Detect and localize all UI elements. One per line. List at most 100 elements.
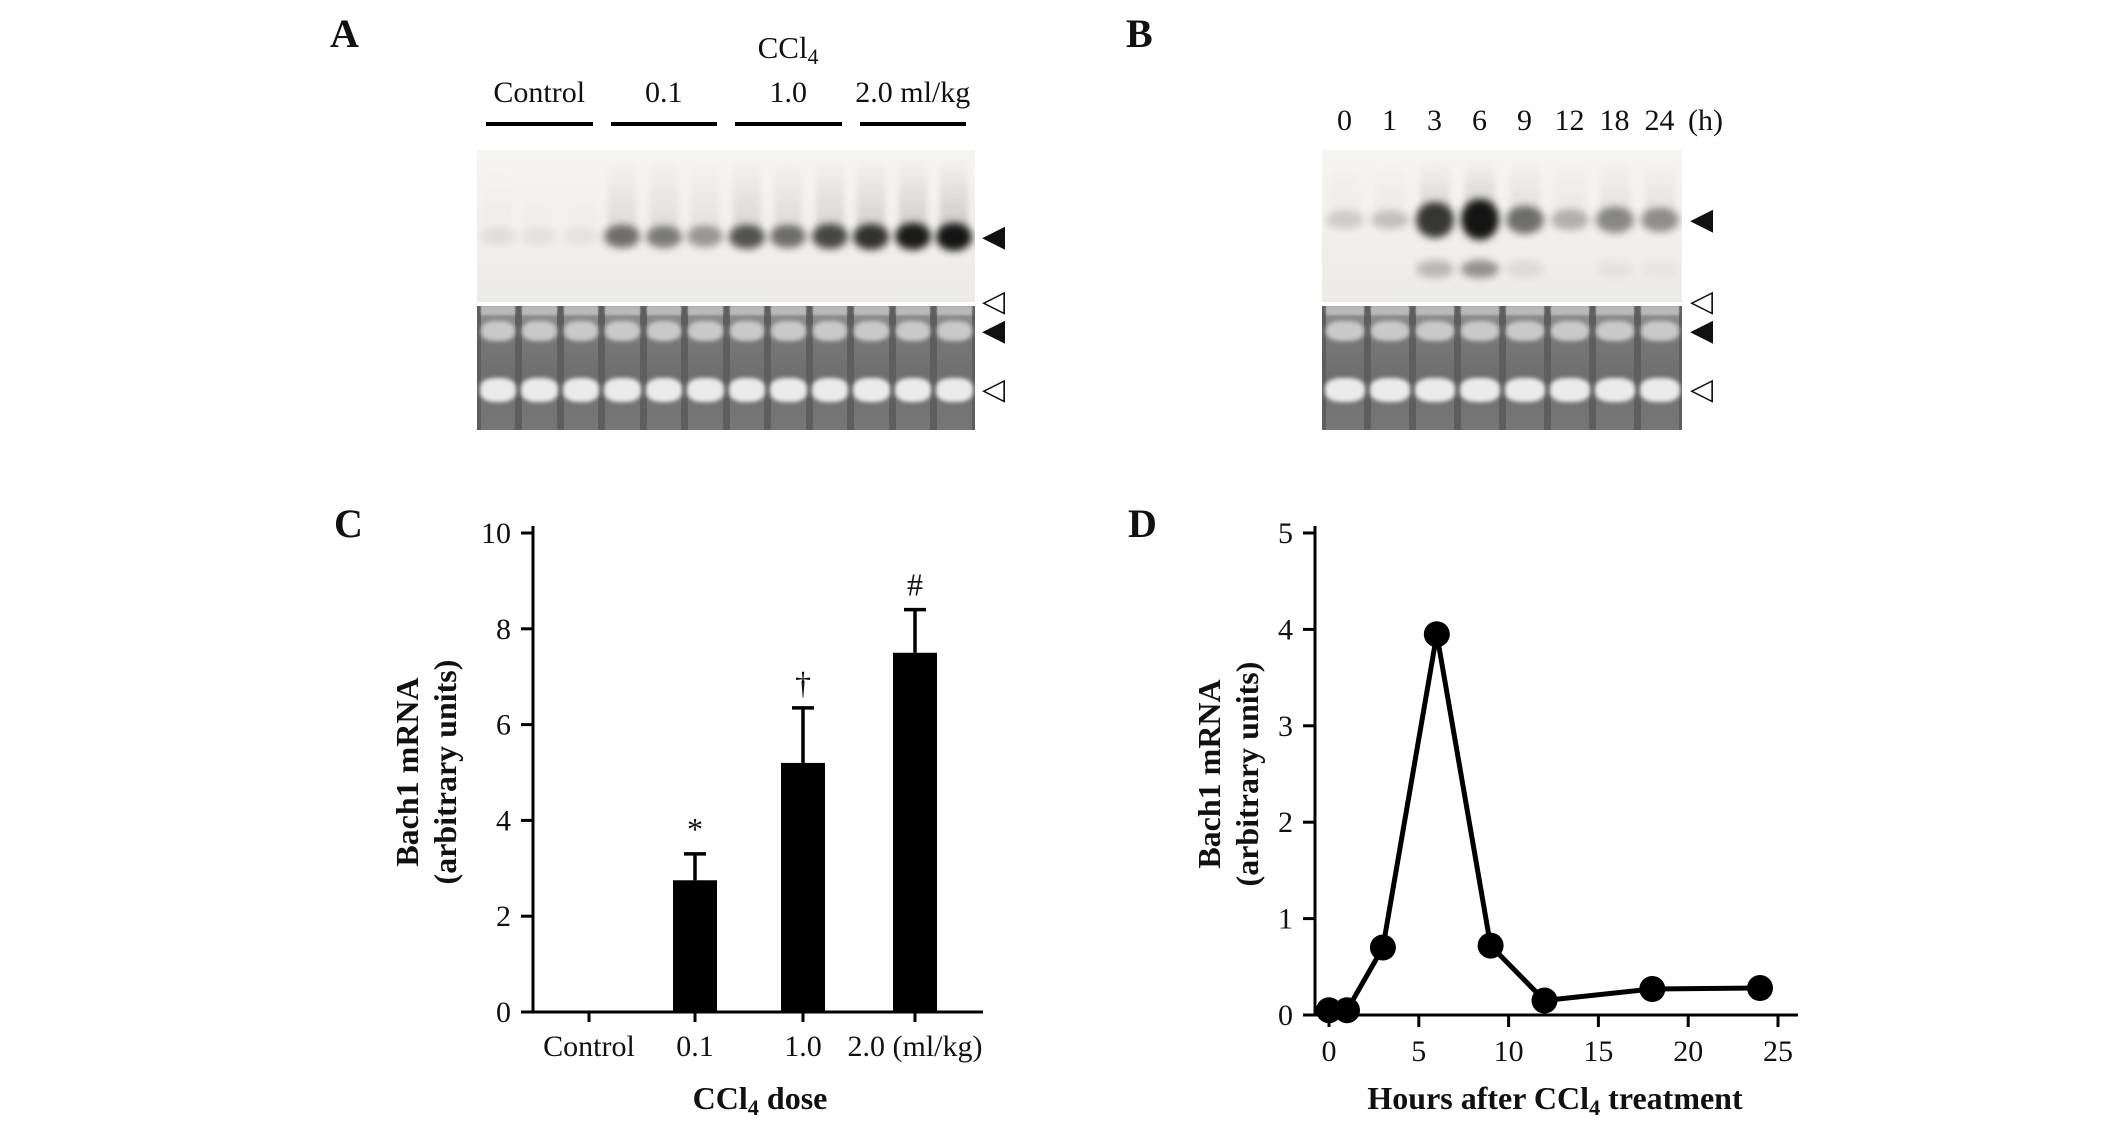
panel-d-line-chart: 0 1 2 3 4 5 0 5 10 15 20 25 (1278, 517, 1798, 1068)
bar (893, 652, 937, 1012)
gel-lane (479, 306, 516, 430)
panel-a-label: A (330, 11, 359, 56)
panel-a-open-arrowhead-icon: ◁ (982, 284, 1006, 319)
blot-lane (1460, 150, 1499, 302)
time-label: 6 (1472, 104, 1487, 137)
data-point (1747, 975, 1773, 1001)
gel-18s-band (645, 378, 682, 403)
gel-18s-band (479, 378, 516, 403)
blot-band (521, 228, 558, 245)
y-tick-label: 3 (1278, 710, 1293, 743)
panel-a-northern-blot (477, 150, 975, 302)
blot-band (604, 225, 641, 248)
blot-lane (1595, 150, 1634, 302)
gel-18s-band (1594, 378, 1635, 403)
dose-group-label: 1.0 (769, 76, 808, 109)
gel-18s-band (1549, 378, 1590, 403)
panel-b-18s-open-arrowhead-icon: ◁ (1690, 372, 1714, 407)
gel-lane (1639, 306, 1680, 430)
y-tick-label: 2 (1278, 806, 1293, 839)
gel-28s-band (937, 320, 972, 341)
gel-18s-band (1414, 378, 1455, 403)
gel-18s-band (1639, 378, 1680, 403)
blot-band (1640, 207, 1679, 233)
x-category-label: Control (543, 1030, 635, 1063)
blot-lane (645, 150, 682, 302)
gel-well-band (688, 306, 723, 315)
time-label: 24 (1644, 104, 1675, 137)
gel-lane (853, 306, 890, 430)
blot-lane (1415, 150, 1454, 302)
blot-lane (1370, 150, 1409, 302)
gel-18s-band (936, 378, 973, 403)
blot-smear (1644, 158, 1675, 216)
gel-lane (645, 306, 682, 430)
blot-secondary-band (1595, 259, 1634, 278)
y-tick-label: 0 (1278, 999, 1293, 1032)
blot-smear (525, 158, 553, 233)
panel-b-open-arrowhead-icon: ◁ (1690, 284, 1714, 319)
blot-band (894, 223, 931, 251)
gel-lane (1414, 306, 1455, 430)
blot-band (645, 225, 682, 248)
gel-28s-band (1640, 320, 1679, 341)
blot-lane (936, 150, 973, 302)
blot-smear (732, 158, 761, 233)
time-label: 3 (1427, 104, 1442, 137)
panel-b-28s-filled-arrowhead-icon: ◀ (1690, 313, 1714, 348)
gel-28s-band (646, 320, 681, 341)
dose-group-label: Control (493, 76, 586, 109)
gel-lane (811, 306, 848, 430)
blot-smear (649, 158, 678, 233)
blot-band (936, 222, 973, 251)
blot-lane (811, 150, 848, 302)
blot-smear (774, 158, 803, 233)
blot-band (1370, 210, 1409, 230)
data-point (1423, 621, 1450, 648)
gel-well-band (522, 306, 557, 315)
blot-secondary-band (1505, 259, 1544, 278)
ccl4-title-text: CCl (757, 30, 808, 65)
data-point (1639, 976, 1666, 1002)
blot-band (1550, 209, 1589, 231)
gel-18s-band (894, 378, 931, 403)
dose-group-underline (735, 122, 842, 126)
gel-18s-band (770, 378, 807, 403)
blot-band (1325, 211, 1364, 229)
x-category-label: 2.0 (ml/kg) (848, 1030, 983, 1063)
panel-b-label: B (1126, 11, 1153, 56)
gel-28s-band (729, 320, 764, 341)
y-tick-label: 4 (496, 804, 511, 837)
panel-a-rrna-gel (477, 306, 975, 430)
gel-well-band (854, 306, 889, 315)
time-label: 12 (1554, 104, 1585, 137)
x-tick-label: 25 (1763, 1035, 1793, 1068)
panel-b-mrna-filled-arrowhead-icon: ◀ (1690, 202, 1714, 237)
gel-lane (562, 306, 599, 430)
blot-band (728, 224, 765, 249)
gel-28s-band (771, 320, 806, 341)
y-tick-label: 4 (1278, 613, 1293, 646)
blot-lane (521, 150, 558, 302)
gel-well-band (812, 306, 847, 315)
dose-group-underline (610, 122, 717, 126)
x-tick-label: 20 (1673, 1035, 1703, 1068)
blot-lane (1505, 150, 1544, 302)
gel-18s-band (521, 378, 558, 403)
significance-annotation: † (795, 665, 811, 701)
gel-well-band (1550, 306, 1589, 315)
panel-d-x-axis-title-suffix: treatment (1600, 1080, 1743, 1116)
blot-lane (1550, 150, 1589, 302)
panel-c-x-axis-title-subscript: 4 (747, 1095, 759, 1121)
blot-band (811, 224, 848, 249)
blot-smear (1554, 158, 1585, 216)
blot-band (1460, 199, 1499, 241)
blot-secondary-band (1641, 260, 1679, 278)
significance-annotation: # (907, 567, 923, 603)
gel-well-band (1640, 306, 1679, 315)
gel-28s-band (688, 320, 723, 341)
gel-28s-band (563, 320, 598, 341)
panel-a-ccl4-title: CCl4 (601, 30, 975, 69)
gel-lane (1504, 306, 1545, 430)
